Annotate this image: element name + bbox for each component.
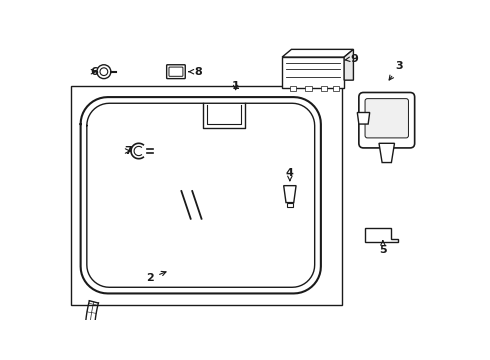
- Circle shape: [100, 68, 108, 76]
- FancyBboxPatch shape: [169, 67, 183, 76]
- Polygon shape: [357, 112, 369, 124]
- Circle shape: [97, 65, 111, 78]
- Text: 7: 7: [124, 146, 132, 156]
- Text: 9: 9: [344, 54, 358, 64]
- Text: 8: 8: [189, 67, 202, 77]
- FancyBboxPatch shape: [359, 93, 415, 148]
- Text: 6: 6: [91, 67, 98, 77]
- Polygon shape: [287, 203, 293, 207]
- Polygon shape: [344, 49, 353, 80]
- Polygon shape: [282, 49, 353, 57]
- Text: 4: 4: [286, 167, 294, 181]
- FancyBboxPatch shape: [365, 99, 409, 138]
- Text: 3: 3: [389, 61, 403, 80]
- Polygon shape: [284, 186, 296, 203]
- Bar: [282, 57, 344, 88]
- Bar: [321, 86, 327, 91]
- FancyBboxPatch shape: [167, 65, 185, 78]
- Polygon shape: [365, 228, 397, 242]
- Bar: [71, 86, 342, 305]
- Polygon shape: [379, 143, 394, 163]
- Text: 5: 5: [379, 241, 387, 255]
- Bar: [333, 86, 339, 91]
- Bar: [290, 86, 296, 91]
- Text: 2: 2: [147, 271, 166, 283]
- Bar: [305, 86, 312, 91]
- Text: 1: 1: [232, 81, 240, 91]
